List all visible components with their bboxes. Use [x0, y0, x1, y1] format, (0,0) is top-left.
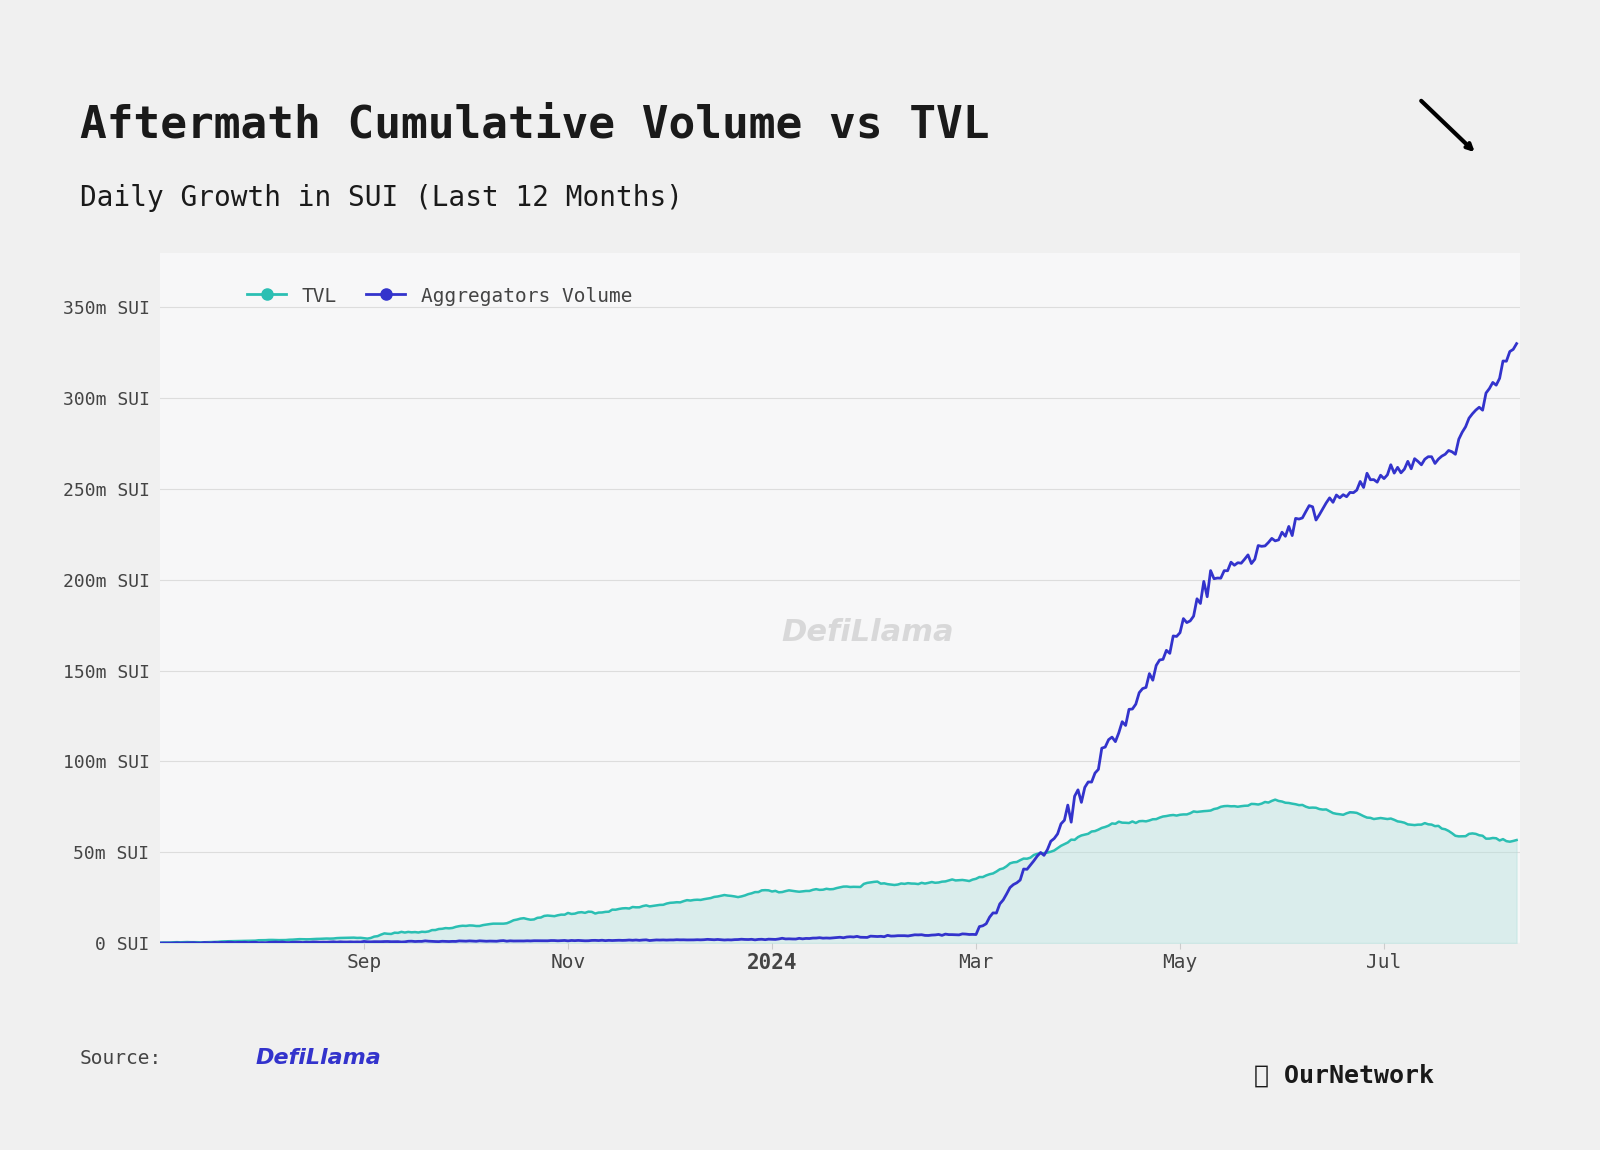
Legend: TVL, Aggregators Volume: TVL, Aggregators Volume [238, 276, 642, 315]
Text: Daily Growth in SUI (Last 12 Months): Daily Growth in SUI (Last 12 Months) [80, 184, 683, 212]
FancyBboxPatch shape [133, 239, 1547, 957]
Text: ⬛ OurNetwork: ⬛ OurNetwork [1254, 1064, 1434, 1087]
Text: DefiLlama: DefiLlama [781, 618, 954, 647]
Text: DefiLlama: DefiLlama [256, 1048, 382, 1068]
Text: Source:: Source: [80, 1049, 162, 1067]
Text: Aftermath Cumulative Volume vs TVL: Aftermath Cumulative Volume vs TVL [80, 104, 989, 146]
